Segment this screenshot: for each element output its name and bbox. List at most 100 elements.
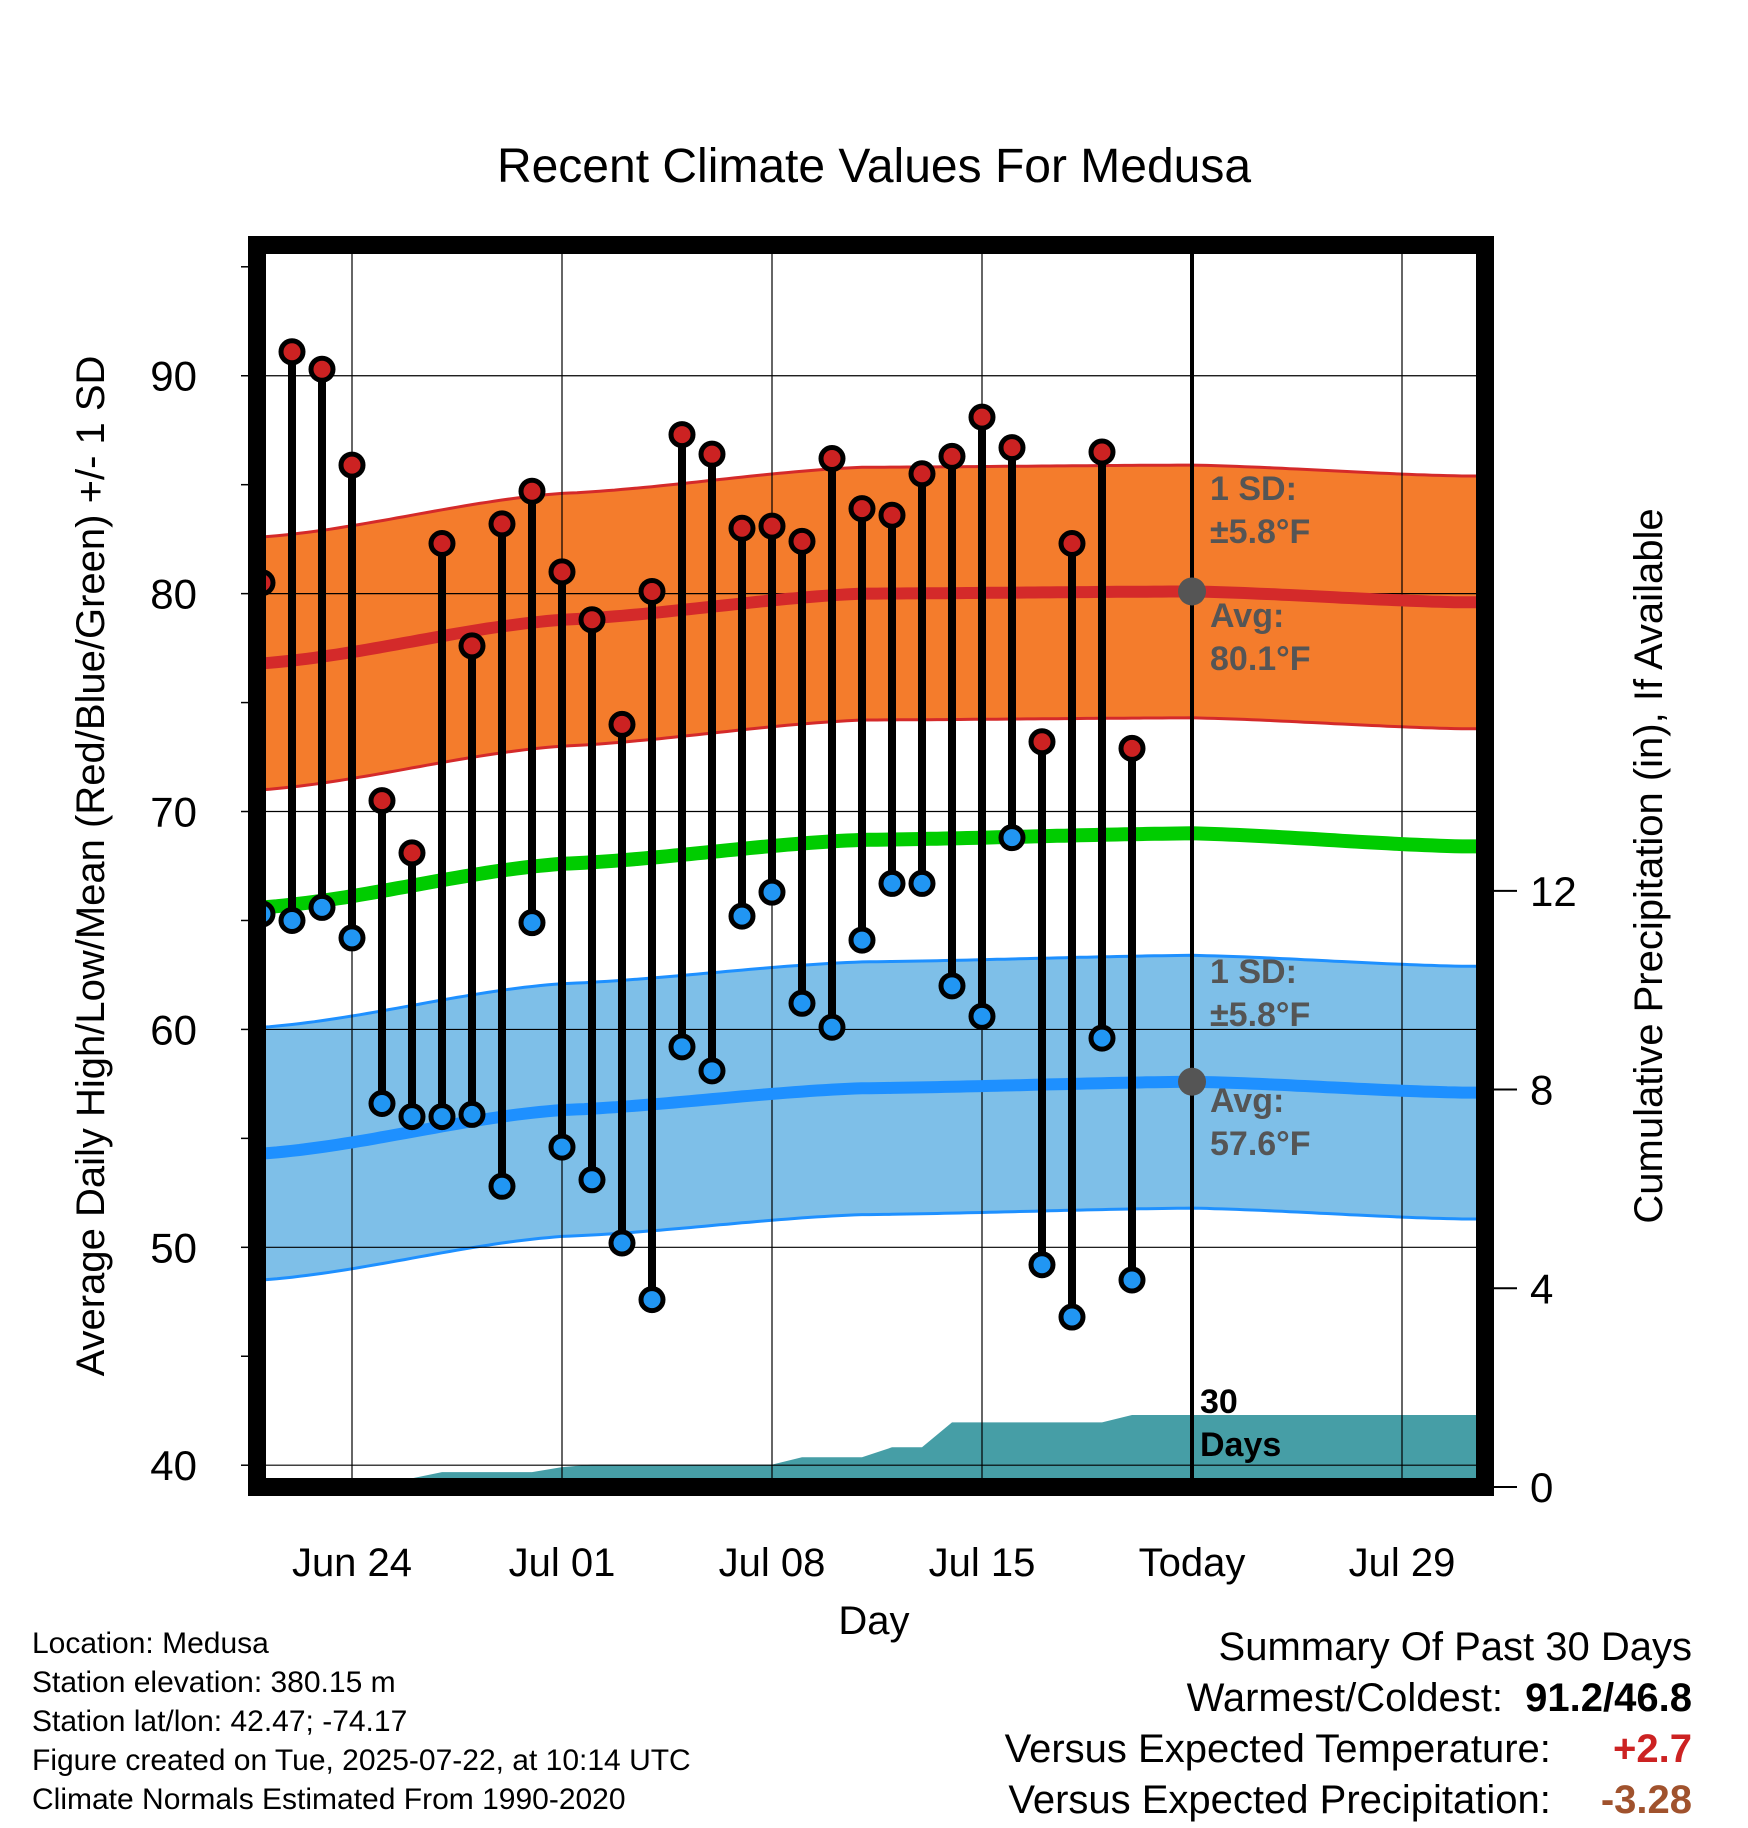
daily-high-point: [668, 421, 696, 449]
left-axis: 40 50 60 70 80 90: [150, 266, 248, 1489]
daily-high-point: [608, 710, 636, 738]
days-unit-label: Days: [1200, 1426, 1281, 1464]
elevation-text: Station elevation: 380.15 m: [32, 1666, 396, 1699]
left-tick-label: 70: [150, 789, 197, 836]
latlon-text: Station lat/lon: 42.47; -74.17: [32, 1705, 408, 1738]
x-tick-label: Jul 15: [929, 1541, 1036, 1585]
daily-low-point: [878, 869, 906, 897]
right-tick-label: 4: [1530, 1265, 1553, 1312]
daily-low-point: [608, 1229, 636, 1257]
daily-high-point: [908, 460, 936, 488]
high-avg-value: 80.1°F: [1210, 640, 1311, 678]
daily-high-point: [278, 338, 306, 366]
daily-low-point: [1118, 1266, 1146, 1294]
low-sd-lower-edge: [257, 1206, 1477, 1282]
daily-low-point: [698, 1057, 726, 1085]
daily-high-point: [518, 477, 546, 505]
plot-frame: [248, 236, 1494, 1496]
daily-low-point: [1058, 1303, 1086, 1331]
right-axis-label: Cumulative Precipitation (in), If Availa…: [1627, 508, 1671, 1223]
daily-low-point: [1088, 1024, 1116, 1052]
daily-low-point: [578, 1166, 606, 1194]
days-count-label: 30: [1200, 1383, 1238, 1421]
created-text: Figure created on Tue, 2025-07-22, at 10…: [32, 1744, 691, 1777]
right-tick-label: 0: [1530, 1464, 1553, 1511]
daily-low-point: [488, 1172, 516, 1200]
low-sd-value: ±5.8°F: [1210, 996, 1310, 1034]
x-tick-label: Jul 29: [1349, 1541, 1456, 1585]
daily-low-point: [278, 906, 306, 934]
today-avg-high-marker: [1178, 577, 1206, 606]
daily-high-point: [968, 403, 996, 431]
precip-value: -3.28: [1600, 1778, 1692, 1822]
left-tick-label: 80: [150, 571, 197, 618]
low-sd-upper-edge: [257, 953, 1477, 1029]
left-tick-label: 40: [150, 1442, 197, 1489]
x-tick-label: Today: [1139, 1541, 1246, 1585]
daily-high-point: [1118, 734, 1146, 762]
plot-area: 1 SD: ±5.8°F Avg: 80.1°F 1 SD: ±5.8°F Avg: 57.6…: [257, 245, 1485, 1487]
daily-high-point: [1028, 728, 1056, 756]
daily-high-point: [398, 839, 426, 867]
x-tick-label: Jun 24: [292, 1541, 412, 1585]
daily-low-point: [818, 1013, 846, 1041]
precip-label: Versus Expected Precipitation:: [1008, 1778, 1551, 1822]
daily-low-point: [518, 909, 546, 937]
daily-high-point: [308, 355, 336, 383]
daily-low-point: [338, 924, 366, 952]
daily-low-point: [788, 989, 816, 1017]
daily-high-point: [998, 434, 1026, 462]
x-axis-label: Day: [838, 1599, 909, 1643]
daily-low-point: [398, 1103, 426, 1131]
daily-high-point: [818, 445, 846, 473]
daily-high-point: [848, 495, 876, 523]
x-tick-label: Jul 01: [509, 1541, 616, 1585]
daily-high-point: [638, 577, 666, 605]
daily-low-point: [428, 1103, 456, 1131]
x-axis: Jun 24 Jul 01 Jul 08 Jul 15 Today Jul 29: [292, 1541, 1455, 1585]
warm-cold-row: Warmest/Coldest: 91.2/46.8: [1005, 1673, 1692, 1724]
temp-row: Versus Expected Temperature: +2.7: [1005, 1724, 1692, 1775]
left-tick-label: 50: [150, 1224, 197, 1271]
high-sd-label: 1 SD:: [1210, 470, 1297, 508]
daily-low-point: [1028, 1251, 1056, 1279]
daily-low-point: [668, 1033, 696, 1061]
daily-low-point: [548, 1133, 576, 1161]
right-tick-label: 8: [1530, 1067, 1553, 1114]
daily-high-point: [458, 632, 486, 660]
daily-high-point: [548, 558, 576, 586]
normals-text: Climate Normals Estimated From 1990-2020: [32, 1783, 626, 1816]
daily-low-point: [638, 1286, 666, 1314]
daily-low-point: [728, 902, 756, 930]
daily-low-point: [908, 869, 936, 897]
daily-low-point: [968, 1002, 996, 1030]
precip-area: [257, 1415, 1485, 1487]
daily-high-point: [758, 512, 786, 540]
daily-high-point: [578, 606, 606, 634]
x-tick-label: Jul 08: [719, 1541, 826, 1585]
temp-label: Versus Expected Temperature:: [1004, 1727, 1551, 1771]
station-info: Location: Medusa Station elevation: 380.…: [32, 1624, 691, 1819]
left-tick-label: 60: [150, 1006, 197, 1053]
today-avg-low-marker: [1178, 1067, 1206, 1096]
daily-low-point: [938, 972, 966, 1000]
low-avg-label: Avg:: [1210, 1082, 1284, 1120]
high-sd-value: ±5.8°F: [1210, 513, 1310, 551]
daily-high-point: [1058, 530, 1086, 558]
daily-high-point: [698, 440, 726, 468]
daily-high-point: [428, 530, 456, 558]
daily-low-point: [368, 1090, 396, 1118]
left-tick-label: 90: [150, 353, 197, 400]
high-avg-label: Avg:: [1210, 597, 1284, 635]
daily-high-point: [488, 510, 516, 538]
daily-high-point: [1088, 438, 1116, 466]
daily-low-point: [848, 926, 876, 954]
warm-cold-label: Warmest/Coldest:: [1186, 1676, 1503, 1720]
chart-title: Recent Climate Values For Medusa: [497, 140, 1251, 193]
daily-low-point: [308, 893, 336, 921]
summary-panel: Summary Of Past 30 Days Warmest/Coldest:…: [1005, 1622, 1692, 1826]
left-axis-label: Average Daily High/Low/Mean (Red/Blue/Gr…: [69, 356, 113, 1377]
daily-high-point: [338, 451, 366, 479]
location-text: Location: Medusa: [32, 1627, 269, 1660]
summary-heading: Summary Of Past 30 Days: [1218, 1625, 1692, 1669]
